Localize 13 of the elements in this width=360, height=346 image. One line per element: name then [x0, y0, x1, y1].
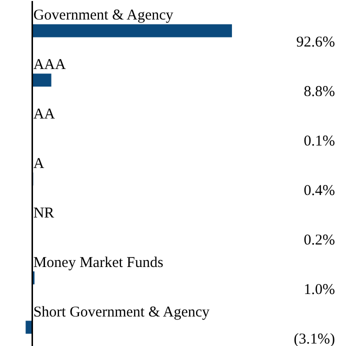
data-label: 92.6% [296, 34, 335, 51]
data-label: 1.0% [304, 282, 335, 298]
data-label: 0.4% [304, 183, 335, 199]
data-label: 8.8% [304, 84, 335, 100]
y-tick-label: Short Government & Agency [33, 304, 210, 320]
y-tick-label: Money Market Funds [33, 254, 164, 271]
data-label: 0.2% [304, 232, 335, 248]
y-tick-label: A [33, 156, 44, 172]
data-label: 0.1% [304, 134, 335, 150]
y-tick-label: AA [33, 106, 56, 123]
y-tick-label: NR [33, 205, 54, 222]
y-tick-label: AAA [33, 57, 66, 74]
y-tick-label: Government & Agency [33, 8, 174, 24]
